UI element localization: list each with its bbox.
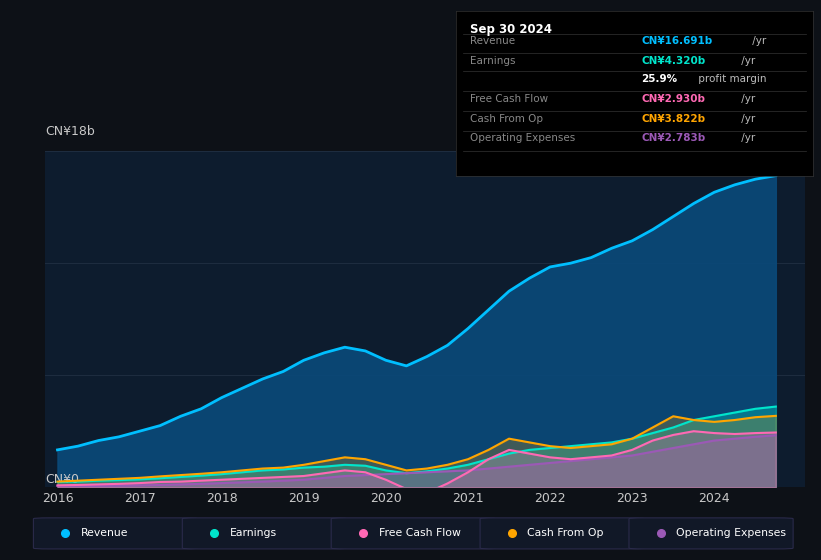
FancyBboxPatch shape — [331, 518, 495, 549]
Text: Free Cash Flow: Free Cash Flow — [378, 529, 461, 538]
Text: Free Cash Flow: Free Cash Flow — [470, 94, 548, 104]
Text: Revenue: Revenue — [80, 529, 128, 538]
Text: /yr: /yr — [738, 133, 755, 143]
Text: Operating Expenses: Operating Expenses — [677, 529, 787, 538]
Text: Earnings: Earnings — [470, 56, 516, 66]
Text: CN¥18b: CN¥18b — [45, 125, 95, 138]
FancyBboxPatch shape — [480, 518, 644, 549]
Text: /yr: /yr — [738, 94, 755, 104]
Text: /yr: /yr — [749, 36, 766, 46]
Text: Cash From Op: Cash From Op — [470, 114, 543, 124]
Text: CN¥2.930b: CN¥2.930b — [641, 94, 705, 104]
FancyBboxPatch shape — [34, 518, 198, 549]
Text: CN¥4.320b: CN¥4.320b — [641, 56, 705, 66]
Text: /yr: /yr — [738, 114, 755, 124]
Text: profit margin: profit margin — [695, 74, 767, 84]
Text: CN¥16.691b: CN¥16.691b — [641, 36, 713, 46]
Text: Sep 30 2024: Sep 30 2024 — [470, 23, 552, 36]
FancyBboxPatch shape — [182, 518, 346, 549]
FancyBboxPatch shape — [629, 518, 793, 549]
Text: Operating Expenses: Operating Expenses — [470, 133, 576, 143]
Text: Earnings: Earnings — [230, 529, 277, 538]
Text: Revenue: Revenue — [470, 36, 515, 46]
Text: 25.9%: 25.9% — [641, 74, 677, 84]
Text: CN¥0: CN¥0 — [45, 473, 79, 486]
Text: CN¥3.822b: CN¥3.822b — [641, 114, 705, 124]
Text: CN¥2.783b: CN¥2.783b — [641, 133, 705, 143]
Text: Cash From Op: Cash From Op — [527, 529, 604, 538]
Text: /yr: /yr — [738, 56, 755, 66]
